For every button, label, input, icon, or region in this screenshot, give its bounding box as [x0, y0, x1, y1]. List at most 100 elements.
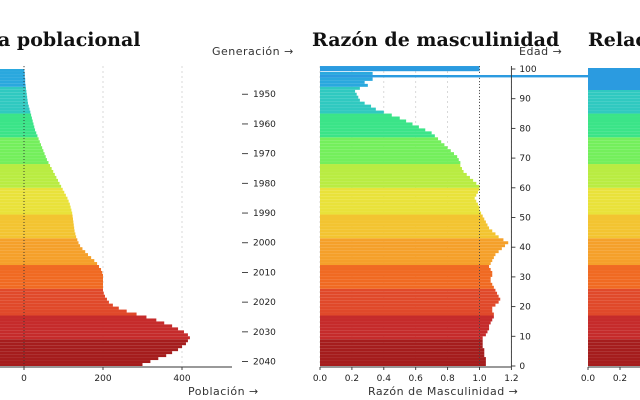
- x-tick-label: 0.0: [581, 374, 596, 384]
- ratio-bar: [320, 205, 480, 209]
- relation-bar: [588, 273, 640, 277]
- relation-bar: [588, 205, 640, 209]
- ratio-bar: [320, 140, 442, 144]
- ratio-bar: [320, 315, 494, 319]
- relation-bar: [588, 282, 640, 286]
- x-tick-label: 0.2: [345, 374, 359, 384]
- relation-bar: [588, 190, 640, 194]
- ratio-bar: [320, 101, 365, 105]
- ratio-bar: [320, 143, 445, 147]
- relation-bar: [588, 199, 640, 203]
- x-tick-label: 0.6: [409, 374, 424, 384]
- age-tick-label: 70: [519, 154, 531, 164]
- population-bar: [0, 354, 167, 358]
- age-axis: 0 10 20 30 40 50 60 70 80 90 100: [510, 65, 537, 372]
- ratio-bar: [320, 98, 360, 102]
- relation-bar: [588, 184, 640, 188]
- relation-bar: [588, 256, 640, 260]
- ratio-bar: [320, 107, 376, 111]
- ratio-bar: [320, 92, 357, 96]
- population-bar: [0, 199, 69, 203]
- ratio-bar: [320, 77, 373, 81]
- ratio-bar: [320, 312, 494, 316]
- ratio-bar: [320, 187, 480, 191]
- ratio-bar: [320, 339, 483, 343]
- ratio-bar: [320, 363, 486, 366]
- population-bar: [0, 181, 60, 185]
- ratio-bar: [320, 80, 365, 84]
- relation-bar: [588, 324, 640, 328]
- population-bar: [0, 259, 95, 263]
- relation-bar: [588, 229, 640, 233]
- age-tick-label: 10: [519, 332, 531, 342]
- relation-bar: [588, 116, 640, 120]
- generation-tick-label: 1990: [253, 209, 276, 219]
- relation-bar: [588, 181, 640, 185]
- relation-bar: [588, 330, 640, 334]
- population-bar: [0, 360, 151, 364]
- relation-bar: [588, 270, 640, 274]
- ratio-bar: [320, 285, 494, 289]
- population-bar: [0, 220, 74, 224]
- ratio-bar: [320, 241, 509, 245]
- population-bar: [0, 74, 25, 78]
- relation-bar: [588, 267, 640, 271]
- relation-bar: [588, 119, 640, 123]
- ratio-bar: [320, 256, 494, 260]
- generation-tick-label: 2000: [253, 239, 276, 249]
- population-bar: [0, 202, 70, 206]
- ratio-bar: [320, 309, 493, 313]
- highlight-bar-long: [320, 75, 620, 78]
- population-bar: [0, 190, 65, 194]
- ratio-bar: [320, 83, 368, 87]
- relation-bar: [588, 217, 640, 221]
- relation-bar: [588, 226, 640, 230]
- population-bar: [0, 164, 51, 168]
- relation-bar: [588, 297, 640, 301]
- population-bar: [0, 119, 33, 123]
- relation-bar: [588, 253, 640, 257]
- population-bar: [0, 125, 35, 129]
- relation-bar: [588, 110, 640, 114]
- population-bar: [0, 270, 103, 274]
- ratio-bar: [320, 354, 485, 358]
- population-bar: [0, 128, 36, 132]
- population-bar: [0, 217, 73, 221]
- relation-bar: [588, 300, 640, 304]
- population-bar: [0, 312, 137, 316]
- population-bar: [0, 104, 29, 108]
- population-bar: [0, 80, 26, 84]
- ratio-bar: [320, 119, 407, 123]
- ratio-bar: [320, 229, 493, 233]
- population-bar: [0, 285, 103, 289]
- population-bar: [0, 339, 188, 343]
- relation-bar: [588, 211, 640, 215]
- population-bar: [0, 211, 73, 215]
- population-bar: [0, 223, 74, 227]
- ratio-bar: [320, 330, 488, 334]
- population-bar: [0, 330, 184, 334]
- x-tick-label: 0.8: [440, 374, 455, 384]
- population-bar: [0, 116, 32, 120]
- relation-bar: [588, 152, 640, 156]
- x-tick-label: 0.0: [313, 374, 328, 384]
- population-bar: [0, 110, 31, 114]
- population-bar: [0, 321, 165, 325]
- masculinity-axis-label: Razón de Masculinidad →: [368, 385, 519, 398]
- age-tick-label: 40: [519, 243, 531, 253]
- population-bar: [0, 86, 26, 90]
- population-bar: [0, 303, 113, 307]
- ratio-bar: [320, 71, 373, 75]
- population-bar: [0, 77, 26, 81]
- ratio-bar: [320, 167, 462, 170]
- relation-bar: [588, 241, 640, 245]
- population-bar: [0, 232, 76, 236]
- chart-title-population: ra poblacional: [0, 29, 141, 51]
- relation-bar: [588, 202, 640, 206]
- ratio-bar: [320, 149, 451, 153]
- population-bar: [0, 169, 54, 173]
- relation-bar: [588, 92, 640, 96]
- population-bar: [0, 273, 103, 277]
- population-bar: [0, 342, 186, 346]
- population-bar: [0, 336, 190, 340]
